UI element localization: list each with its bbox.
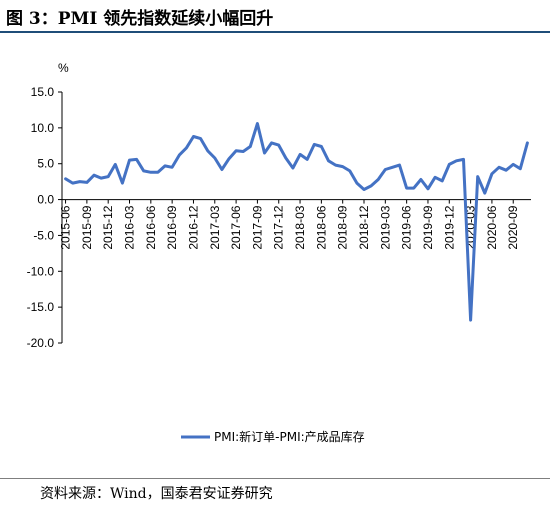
x-tick-label: 2016-03 [123,205,137,249]
y-tick-label: -5.0 [33,228,54,242]
x-tick-label: 2017-06 [229,205,243,249]
x-tick-label: 2018-03 [293,205,307,249]
x-tick-label: 2020-09 [506,205,520,249]
y-tick-label: 0.0 [37,193,54,207]
x-tick-label: 2018-09 [336,205,350,249]
x-tick-label: 2017-09 [250,205,264,249]
series-group [64,122,529,322]
legend: PMI:新订单-PMI:产成品库存 [181,429,365,444]
title-divider [0,31,550,33]
x-tick-label: 2019-03 [378,205,392,249]
legend-label: PMI:新订单-PMI:产成品库存 [214,429,365,444]
x-tick-label: 2017-03 [208,205,222,249]
x-tick-label: 2016-06 [144,205,158,249]
series-line [64,122,529,322]
x-tick-label: 2020-06 [485,205,499,249]
x-tick-label: 2015-09 [80,205,94,249]
x-tick-label: 2015-06 [59,205,73,249]
y-axis-unit-label: % [58,61,69,75]
x-tick-label: 2017-12 [272,205,286,249]
figure-title: 图 3：PMI 领先指数延续小幅回升 [6,9,274,29]
x-tick-label: 2016-09 [165,205,179,249]
y-tick-label: -15.0 [27,300,55,314]
x-tick-label: 2016-12 [186,205,200,249]
x-tick-label: 2015-12 [101,205,115,249]
x-tick-label: 2019-09 [421,205,435,249]
x-tick-label: 2018-06 [314,205,328,249]
footer-divider [0,478,550,479]
y-tick-label: -10.0 [27,264,55,278]
source-note: 资料来源：Wind，国泰君安证券研究 [40,486,273,502]
y-tick-label: -20.0 [27,336,55,350]
x-tick-label: 2019-06 [400,205,414,249]
y-tick-label: 15.0 [31,85,55,99]
y-axis: 15.0 10.0 5.0 0.0 -5.0 -10.0 -15.0 -20.0 [27,85,63,350]
x-tick-label: 2018-12 [357,205,371,249]
x-tick-label: 2019-12 [442,205,456,249]
y-tick-label: 10.0 [31,121,55,135]
y-tick-label: 5.0 [37,157,54,171]
x-axis: 2015-06 2015-09 2015-12 2016-03 2016-06 2016-… [59,199,531,250]
line-chart: % 15.0 10.0 5.0 0.0 -5.0 -10.0 -15.0 -20.0 2015… [27,61,531,444]
